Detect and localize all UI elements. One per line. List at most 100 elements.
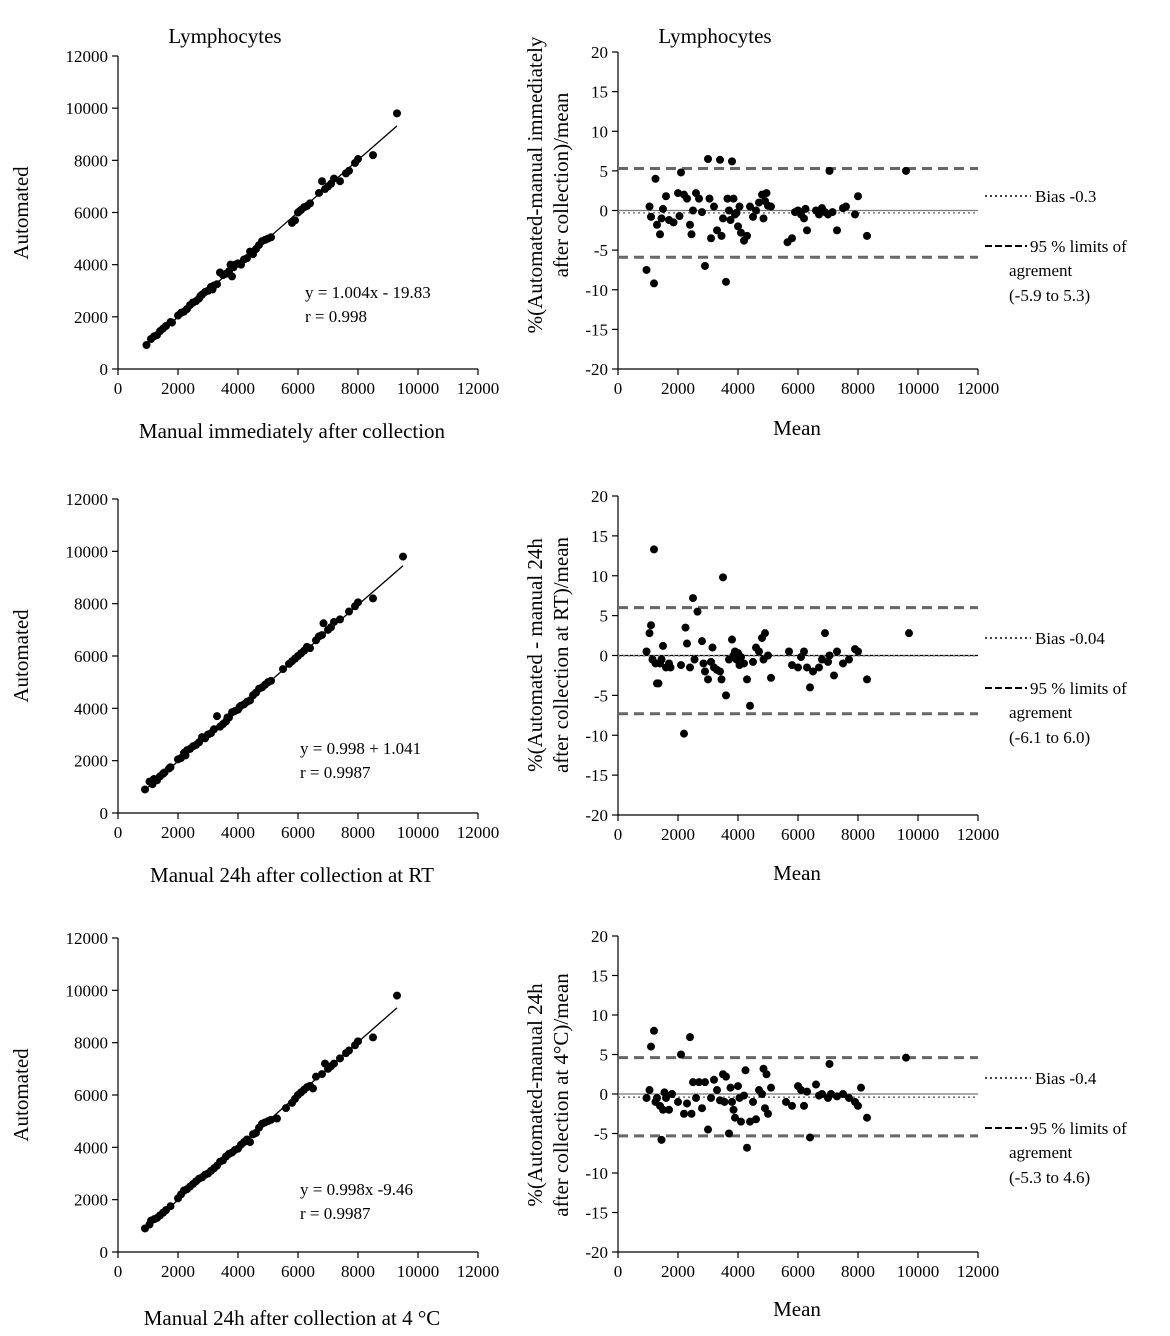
chart-2-x-tick-label: 12000	[957, 379, 1000, 398]
chart-4-legend-bias: Bias -0.04	[1035, 629, 1105, 648]
chart-1-point	[291, 216, 299, 225]
chart-4-point	[680, 729, 688, 738]
chart-6-y-tick-label: 5	[600, 1046, 609, 1065]
chart-5-y-tick-label: 10000	[66, 981, 109, 1000]
chart-4-legend-limits-line1: 95 % limits of	[1030, 679, 1127, 698]
chart-5-x-tick-label: 4000	[221, 1262, 255, 1281]
chart-6-point	[707, 1093, 715, 1102]
chart-6-point	[668, 1090, 676, 1098]
chart-2-x-tick-label: 4000	[721, 379, 755, 398]
chart-2-legend-limits-line1: 95 % limits of	[1030, 237, 1127, 256]
chart-4-x-tick-label: 4000	[721, 825, 755, 844]
chart-6-point	[854, 1101, 862, 1110]
chart-4-point	[708, 643, 717, 652]
chart-2-point	[732, 208, 741, 217]
chart-2-point	[657, 214, 666, 223]
chart-3-annotation: y = 0.998 + 1.041	[300, 739, 421, 758]
chart-4-point	[650, 545, 658, 554]
chart-2-point	[674, 189, 682, 198]
chart-4-y-tick-label: -5	[594, 686, 608, 705]
chart-1-x-tick-label: 2000	[161, 379, 195, 398]
chart-6-x-tick-label: 10000	[897, 1262, 940, 1281]
chart-2-point	[642, 265, 651, 274]
chart-4-point	[755, 647, 763, 656]
chart-2-x-tick-label: 8000	[841, 379, 875, 398]
chart-1-point	[393, 109, 401, 118]
chart-2-point	[659, 204, 667, 213]
chart-6-point	[797, 1086, 805, 1095]
chart-6-point	[902, 1053, 910, 1062]
chart-6-x-tick-label: 0	[614, 1262, 623, 1281]
chart-2-point	[722, 277, 730, 286]
chart-4-point	[905, 629, 913, 638]
chart-6-point	[657, 1135, 666, 1144]
chart-1-y-tick-label: 0	[100, 360, 109, 379]
chart-5-y-tick-label: 0	[100, 1243, 109, 1262]
chart-2-point	[707, 234, 715, 243]
chart-1-point	[369, 151, 377, 160]
chart-6-point	[725, 1129, 733, 1138]
chart-2-point	[803, 226, 811, 235]
chart-3-x-tick-label: 6000	[281, 823, 315, 842]
chart-2-point	[651, 174, 660, 183]
chart-4-point	[806, 683, 814, 692]
chart-2-point	[687, 230, 696, 239]
chart-2-y-tick-label: 0	[600, 202, 609, 221]
chart-1-x-label: Manual immediately after collection	[139, 419, 446, 443]
chart-6-x-tick-label: 8000	[841, 1262, 875, 1281]
chart-6-point	[749, 1097, 757, 1106]
chart-4-point	[824, 657, 832, 666]
chart-4-point	[767, 673, 775, 682]
chart-4-point	[825, 651, 834, 660]
chart-4-point	[737, 653, 745, 662]
chart-1-point	[267, 233, 275, 242]
chart-4-y-label: %(Automated - manual 24hafter collection…	[523, 536, 573, 773]
chart-1-annotation: y = 1.004x - 19.83	[305, 283, 431, 302]
chart-4-point	[839, 659, 847, 668]
chart-5-point	[330, 1059, 338, 1068]
chart-3-point	[213, 712, 221, 721]
chart-4-y-tick-label: 0	[600, 647, 609, 666]
chart-1-point	[345, 166, 353, 175]
chart-5-x-tick-label: 12000	[457, 1262, 500, 1281]
chart-4-point	[833, 647, 841, 656]
chart-2-point	[653, 220, 661, 229]
chart-3-y-tick-label: 4000	[74, 699, 108, 718]
chart-6-legend-limits-line2: agrement	[1009, 1143, 1073, 1162]
chart-4-point	[647, 621, 655, 630]
chart-2-point	[767, 202, 775, 211]
chart-6-point	[677, 1050, 685, 1059]
chart-2-point	[737, 228, 745, 237]
chart-6-x-tick-label: 12000	[957, 1262, 1000, 1281]
chart-1-y-tick-label: 2000	[74, 308, 108, 327]
chart-6-point	[743, 1143, 751, 1152]
chart-1-point	[315, 188, 323, 197]
chart-3-point	[166, 763, 175, 772]
chart-6-point	[665, 1105, 673, 1114]
chart-2-point	[669, 218, 678, 227]
chart-5-y-tick-label: 12000	[66, 929, 109, 948]
chart-6-point	[689, 1078, 697, 1087]
chart-6-point	[806, 1133, 814, 1142]
chart-1-point	[330, 174, 338, 183]
chart-3-annotation: r = 0.9987	[300, 763, 371, 782]
chart-6-x-tick-label: 4000	[721, 1262, 755, 1281]
chart-2-y-tick-label: -10	[585, 281, 608, 300]
chart-2-x-tick-label: 6000	[781, 379, 815, 398]
chart-3-y-tick-label: 10000	[66, 542, 109, 561]
chart-2-y-tick-label: 10	[591, 122, 608, 141]
chart-4-point	[698, 637, 706, 646]
chart-2-point	[656, 230, 664, 239]
chart-4-point	[845, 655, 853, 664]
chart-2-point	[686, 220, 694, 229]
chart-2-point	[645, 202, 654, 211]
chart-5-point	[246, 1138, 254, 1147]
chart-2-x-label: Mean	[773, 416, 821, 440]
chart-6-point	[741, 1066, 750, 1075]
chart-3-point	[306, 644, 314, 653]
chart-4-point	[690, 655, 699, 664]
chart-5-point	[309, 1084, 317, 1093]
chart-3-y-tick-label: 2000	[74, 752, 108, 771]
chart-6-point	[642, 1093, 651, 1102]
chart-4-x-tick-label: 12000	[957, 825, 1000, 844]
